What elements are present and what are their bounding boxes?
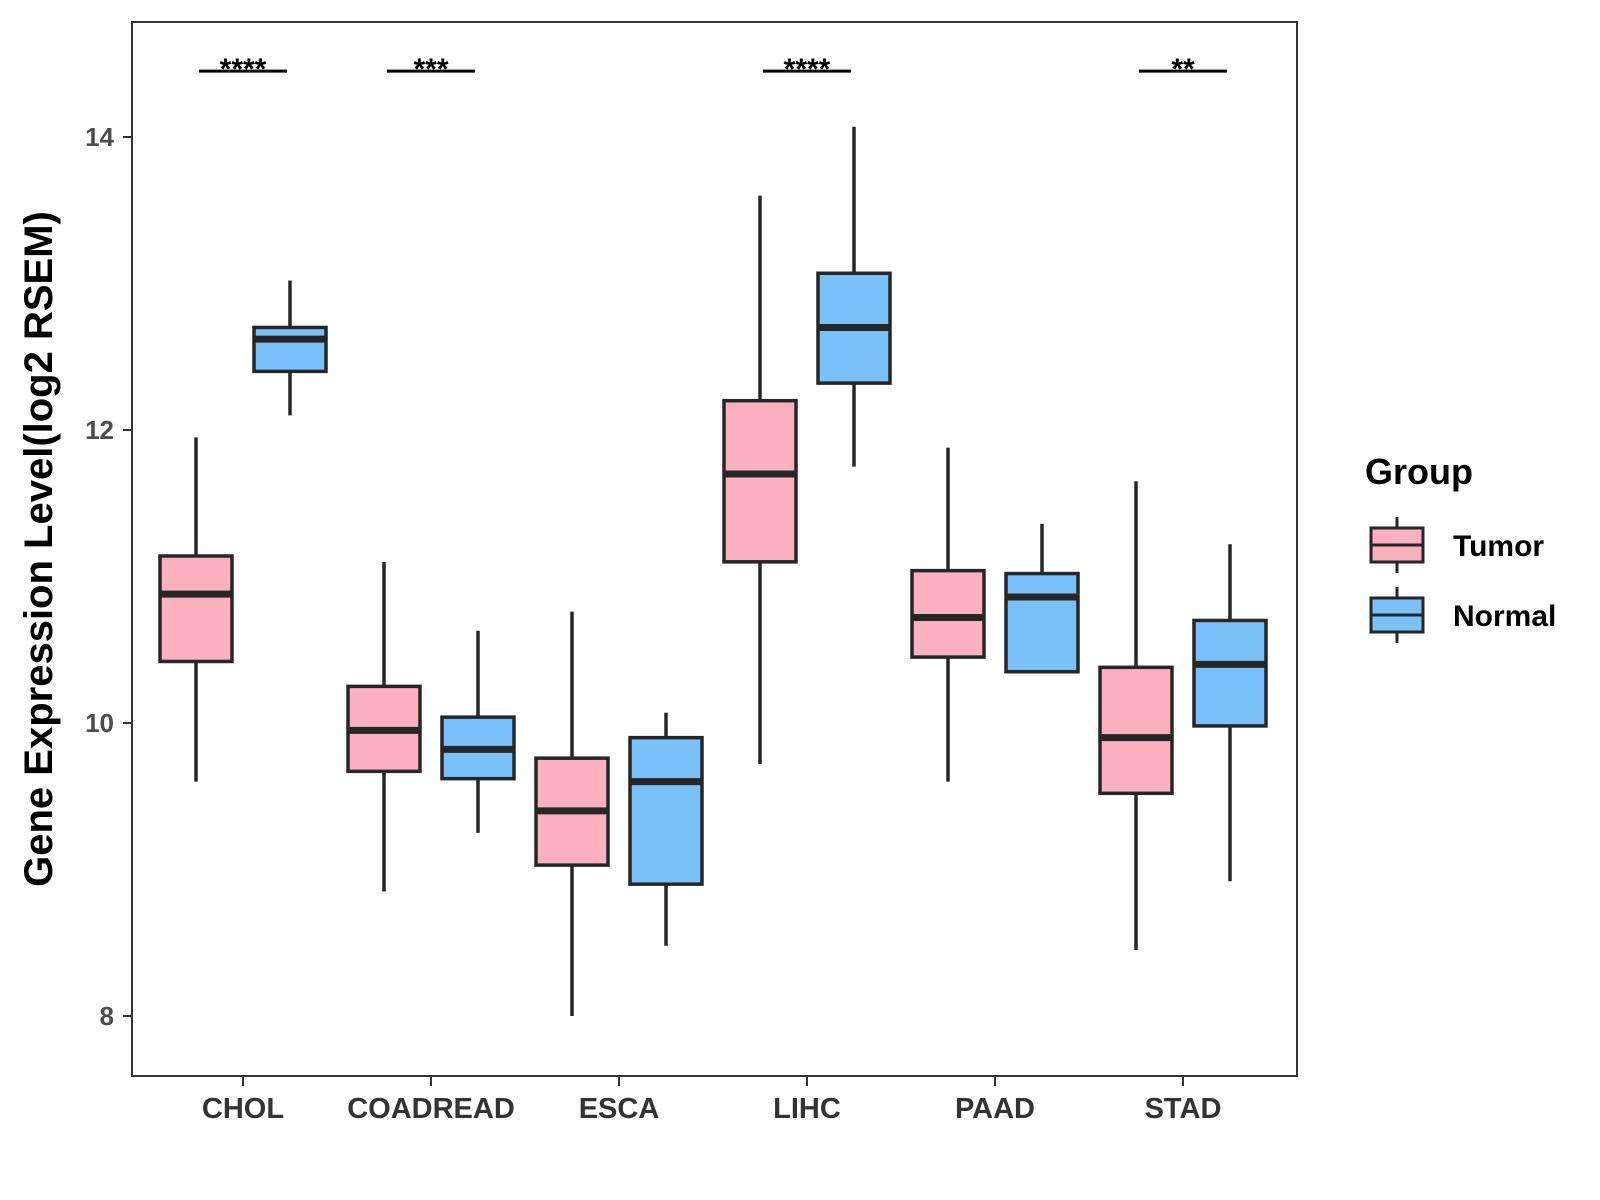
box-normal-paad	[1004, 523, 1080, 674]
significance-annotations: **** *** **** **	[199, 53, 1227, 86]
y-axis-label: Gene Expression Level(log2 RSEM)	[17, 211, 61, 887]
y-tick-label: 12	[85, 415, 114, 445]
box-body	[722, 398, 798, 564]
y-tick-label: 10	[85, 708, 114, 738]
box-normal-chol	[252, 280, 328, 416]
box-body	[1098, 665, 1174, 796]
x-axis: CHOL COADREAD ESCA LIHC PAAD STAD	[202, 1076, 1221, 1125]
box-tumor-lihc	[722, 195, 798, 765]
x-tick-label: PAAD	[955, 1093, 1035, 1125]
box-body	[158, 554, 234, 664]
box-body	[1004, 571, 1080, 674]
plot-panel	[131, 21, 1298, 1077]
box-normal-esca	[628, 712, 704, 946]
box-body	[252, 325, 328, 374]
box-tumor-paad	[910, 447, 986, 782]
box-tumor-chol	[158, 437, 234, 782]
legend-label: Normal	[1453, 600, 1556, 633]
box-normal-coadread	[440, 630, 516, 833]
legend-label: Tumor	[1453, 530, 1544, 563]
significance-label: ****	[784, 53, 831, 86]
legend: Group Tumor Normal	[1365, 451, 1556, 643]
box-series	[158, 126, 1268, 1016]
box-normal-lihc	[816, 126, 892, 467]
box-body	[628, 735, 704, 886]
box-body	[1192, 618, 1268, 728]
significance-label: **	[1171, 53, 1195, 86]
y-tick-label: 8	[100, 1001, 114, 1031]
significance-label: ***	[413, 53, 448, 86]
significance-label: ****	[220, 53, 267, 86]
box-body	[910, 568, 986, 659]
box-tumor-esca	[534, 611, 610, 1016]
box-tumor-stad	[1098, 481, 1174, 951]
x-tick-label: CHOL	[202, 1093, 284, 1125]
box-normal-stad	[1192, 544, 1268, 882]
legend-item-tumor: Tumor	[1369, 517, 1544, 573]
y-tick-label: 14	[85, 122, 114, 152]
x-tick-label: ESCA	[579, 1093, 660, 1125]
legend-title: Group	[1365, 451, 1473, 492]
x-tick-label: COADREAD	[347, 1093, 515, 1125]
x-tick-label: STAD	[1145, 1093, 1222, 1125]
legend-item-normal: Normal	[1369, 587, 1556, 643]
y-axis: 8 10 12 14	[85, 122, 132, 1031]
x-tick-label: LIHC	[773, 1093, 841, 1125]
box-tumor-coadread	[346, 561, 422, 892]
